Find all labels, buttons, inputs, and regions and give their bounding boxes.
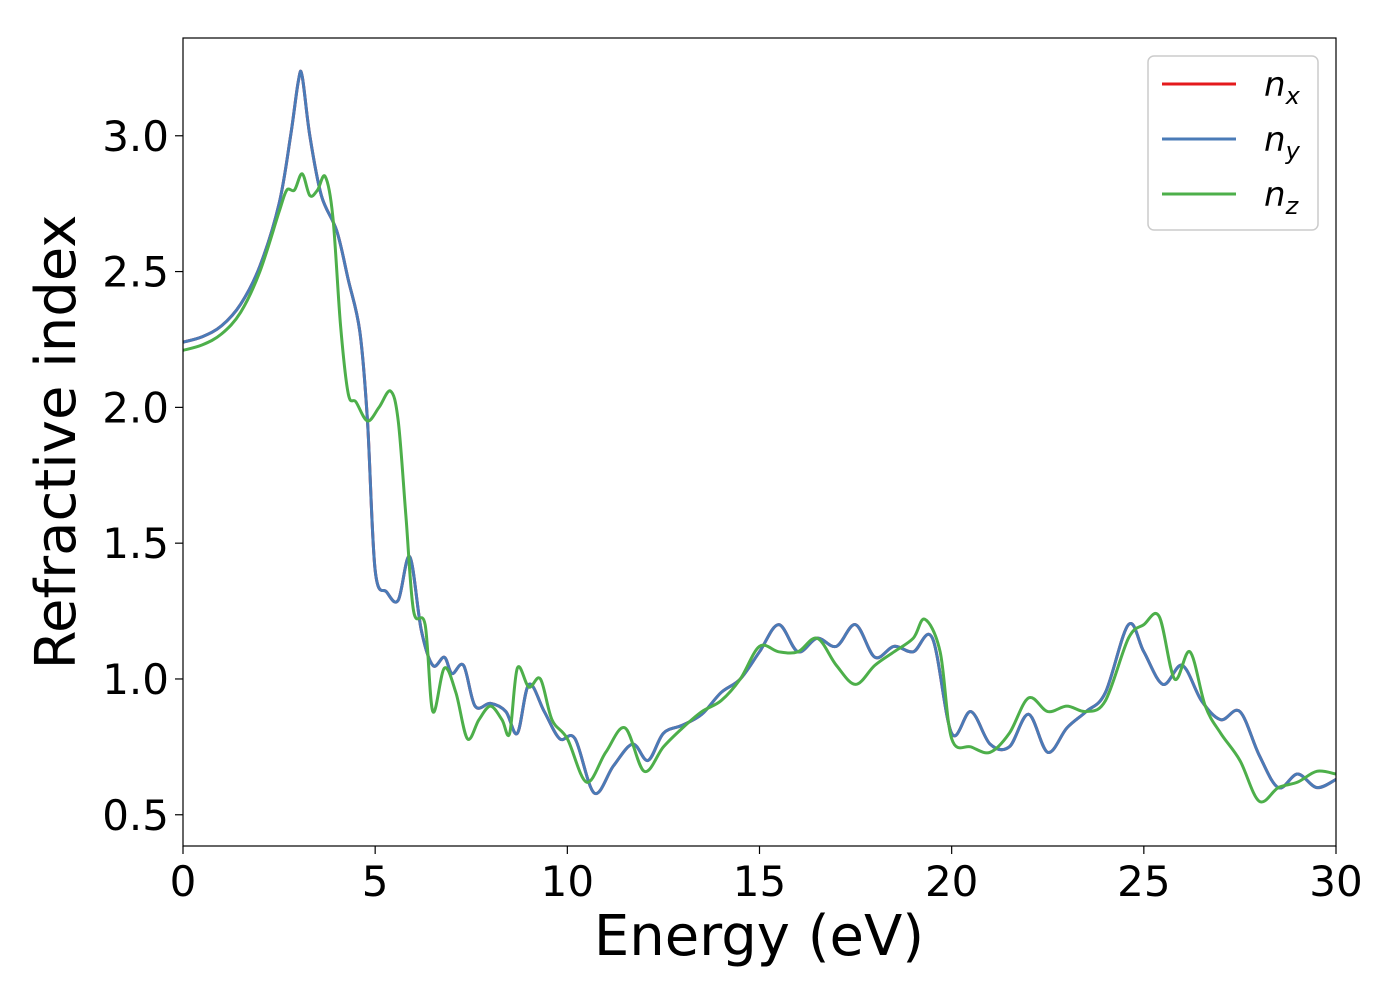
y-axis-ticks: 0.5 1.0 1.5 2.0 2.5 3.0: [102, 112, 183, 840]
x-axis-ticks: 0 5 10 15 20 25 30: [170, 846, 1363, 906]
series-layer: [183, 69, 1336, 804]
x-tick-label: 30: [1309, 857, 1362, 906]
y-tick-label: 2.0: [102, 383, 169, 432]
y-tick-label: 1.0: [102, 655, 169, 704]
legend-label-y: ny: [1264, 120, 1301, 165]
legend-items: nx ny nz: [1162, 65, 1301, 220]
y-tick-label: 2.5: [102, 248, 169, 297]
x-axis-title: Energy (eV): [594, 904, 924, 969]
legend-label-x: nx: [1264, 65, 1301, 110]
series-line-y: [183, 69, 1336, 796]
y-tick-label: 3.0: [102, 112, 169, 161]
x-tick-label: 20: [925, 857, 978, 906]
x-tick-label: 15: [733, 857, 786, 906]
x-tick-label: 25: [1117, 857, 1170, 906]
x-tick-label: 0: [170, 857, 197, 906]
legend-frame: [1147, 55, 1319, 231]
y-tick-label: 1.5: [102, 519, 169, 568]
legend-label-z: nz: [1264, 175, 1300, 220]
y-axis-title: Refractive index: [24, 215, 89, 670]
y-tick-label: 0.5: [102, 791, 169, 840]
x-tick-label: 5: [362, 857, 389, 906]
series-line-z: [183, 172, 1336, 804]
legend: nx ny nz: [1147, 55, 1319, 231]
x-tick-label: 10: [541, 857, 594, 906]
